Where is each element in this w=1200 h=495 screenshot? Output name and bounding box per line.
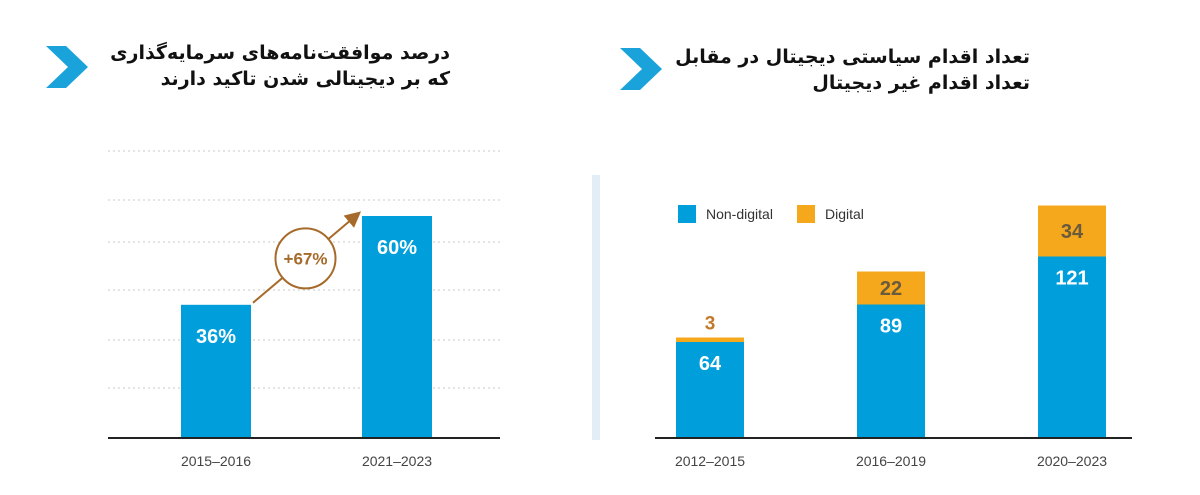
chevron-shape	[46, 46, 88, 88]
bar-value-label: 36%	[196, 326, 236, 348]
digital-value-label: 22	[880, 278, 902, 300]
x-tick-label: 2012–2015	[675, 453, 745, 469]
right-panel-title: تعداد اقدام سیاستی دیجیتال در مقابل تعدا…	[675, 44, 1030, 96]
bar-non-digital-2020–2023	[1038, 256, 1106, 438]
digital-value-label: 3	[705, 314, 716, 335]
bar-non-digital-2016–2019	[857, 304, 925, 438]
bar-value-label: 60%	[377, 237, 417, 259]
non-digital-value-label: 64	[699, 353, 722, 375]
bar-2021–2023	[362, 216, 432, 438]
non-digital-value-label: 89	[880, 316, 902, 338]
x-tick-label: 2020–2023	[1037, 453, 1107, 469]
legend-swatch-non-digital	[678, 205, 696, 223]
x-tick-label: 2021–2023	[362, 453, 432, 469]
x-tick-label: 2016–2019	[856, 453, 926, 469]
growth-circle	[274, 227, 337, 290]
chevron-shape	[620, 48, 662, 90]
chevron-right-icon	[46, 46, 88, 88]
bar-2015–2016	[181, 304, 251, 438]
left-panel-title: درصد موافقت‌نامه‌های سرمایه‌گذاری که بر …	[100, 40, 450, 92]
bar-digital-2012–2015	[676, 337, 744, 342]
right-title-line-2: تعداد اقدام غیر دیجیتال	[812, 72, 1030, 94]
bar-digital-2016–2019	[857, 271, 925, 305]
left-title-line-2: که بر دیجیتالی شدن تاکید دارند	[160, 68, 450, 90]
x-tick-label: 2015–2016	[181, 453, 251, 469]
chevron-right-icon	[620, 48, 662, 90]
bar-non-digital-2012–2015	[676, 342, 744, 438]
legend-label-non-digital: Non-digital	[706, 206, 773, 222]
growth-annotation-label: +67%	[284, 249, 328, 268]
right-title-line-1: تعداد اقدام سیاستی دیجیتال در مقابل	[675, 46, 1030, 68]
legend-label-digital: Digital	[825, 206, 864, 222]
legend-swatch-digital	[797, 205, 815, 223]
panel-divider	[592, 175, 600, 440]
non-digital-value-label: 121	[1055, 268, 1088, 290]
bar-digital-2020–2023	[1038, 205, 1106, 257]
left-title-line-1: درصد موافقت‌نامه‌های سرمایه‌گذاری	[110, 42, 450, 64]
digital-value-label: 34	[1061, 221, 1084, 243]
